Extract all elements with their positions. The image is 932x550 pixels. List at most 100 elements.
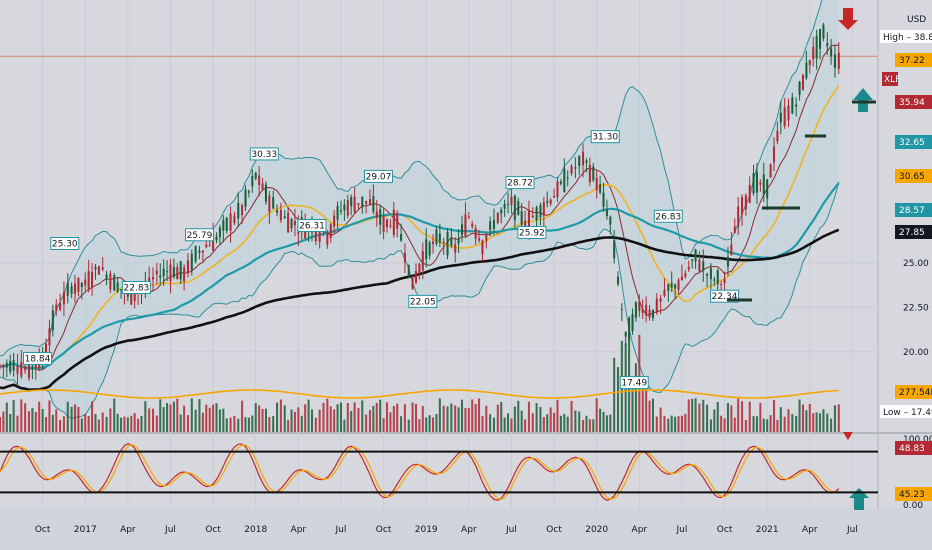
candle-body: [663, 289, 666, 296]
volume-bar: [297, 407, 300, 432]
candle-body: [830, 48, 833, 57]
volume-bar: [651, 398, 654, 432]
volume-bar: [613, 357, 616, 432]
candle-body: [326, 231, 329, 245]
up-arrow-icon: [853, 88, 873, 112]
badge-text: 28.57: [899, 206, 925, 216]
price-callout: 25.79: [184, 228, 214, 242]
volume-bar: [414, 403, 418, 432]
candle-body: [212, 233, 215, 251]
volume-bar: [438, 398, 441, 432]
candle-body: [507, 203, 510, 205]
candle-body: [503, 204, 506, 209]
volume-bar: [566, 416, 569, 432]
volume-bar: [87, 416, 90, 432]
volume-bar: [194, 409, 197, 432]
volume-bar: [261, 409, 264, 432]
volume-bar: [113, 398, 116, 432]
volume-bar: [542, 417, 545, 432]
volume-bar: [84, 414, 87, 432]
candle-body: [372, 196, 375, 212]
candle-body: [389, 225, 392, 227]
candle-body: [833, 54, 836, 68]
volume-bar: [241, 400, 244, 432]
candle-body: [12, 360, 15, 371]
volume-bar: [27, 411, 31, 432]
candle-body: [392, 209, 395, 235]
volume-bar: [176, 398, 179, 432]
candle-body: [159, 275, 162, 278]
volume-bar: [694, 398, 697, 432]
volume-bar: [787, 409, 790, 432]
candle-body: [130, 283, 133, 305]
candle-body: [336, 205, 339, 220]
candle-body: [421, 251, 424, 271]
candle-body: [94, 266, 97, 270]
candle-body: [783, 107, 786, 127]
callout-label: 25.92: [519, 228, 545, 238]
volume-bar: [353, 402, 356, 432]
volume-bar: [663, 415, 666, 432]
y-tick-label: 22.50: [903, 303, 929, 313]
volume-bar: [365, 414, 368, 432]
volume-bar: [698, 403, 701, 432]
candle-body: [293, 220, 296, 226]
candle-body: [62, 292, 65, 305]
callout-label: 22.83: [124, 283, 150, 293]
price-callout: 30.33: [249, 147, 279, 161]
volume-bar: [77, 407, 80, 432]
candle-body: [680, 276, 683, 281]
x-tick-label: Jul: [335, 525, 347, 535]
x-tick-label: Oct: [717, 525, 733, 535]
volume-bar: [631, 381, 634, 432]
candle-body: [365, 200, 368, 204]
candle-body: [798, 81, 801, 95]
candle-body: [48, 328, 51, 346]
volume-bar: [815, 412, 818, 432]
x-tick-label: Oct: [35, 525, 51, 535]
price-callout: 28.72: [505, 176, 535, 190]
candle-body: [9, 360, 12, 372]
volume-bar: [837, 404, 840, 432]
candle-body: [559, 181, 562, 184]
volume-bar: [432, 417, 435, 432]
candle-body: [720, 283, 723, 285]
volume-bar: [403, 404, 406, 432]
candle-body: [194, 246, 197, 262]
volume-bar: [314, 417, 317, 432]
x-tick-label: Apr: [802, 525, 818, 535]
candle-body: [425, 239, 428, 260]
volume-bar: [744, 419, 747, 432]
candle-body: [51, 310, 54, 331]
candle-body: [435, 229, 438, 244]
volume-bar: [716, 402, 719, 432]
candle-body: [97, 266, 100, 275]
volume-bar: [457, 407, 460, 432]
x-axis: Oct 2017 Apr Jul Oct 2018 Apr Jul Oct 2019 Apr Jul O…: [35, 525, 858, 535]
volume-bar: [361, 400, 364, 432]
candle-body: [450, 237, 453, 246]
volume-bar: [20, 399, 23, 432]
candle-body: [27, 359, 31, 378]
volume-bar: [264, 408, 267, 432]
volume-bar: [272, 416, 275, 432]
candle-body: [318, 226, 321, 242]
volume-bar: [343, 419, 346, 432]
y-tick-label: 25.00: [903, 259, 929, 269]
price-badge: 35.94: [895, 95, 932, 109]
candle-body: [343, 204, 346, 211]
x-tick-label: Jul: [676, 525, 688, 535]
volume-bar: [418, 419, 421, 432]
candle-body: [599, 184, 602, 193]
volume-bar: [691, 398, 694, 432]
volume-bar: [31, 408, 34, 432]
volume-bar: [553, 412, 556, 432]
x-tick-label: Jul: [164, 525, 176, 535]
volume-bar: [222, 408, 225, 432]
price-callout: 17.49: [619, 376, 649, 390]
volume-bar: [609, 414, 612, 432]
price-callout: 18.84: [23, 352, 53, 366]
callout-box: [121, 280, 151, 294]
volume-bar: [582, 419, 585, 432]
